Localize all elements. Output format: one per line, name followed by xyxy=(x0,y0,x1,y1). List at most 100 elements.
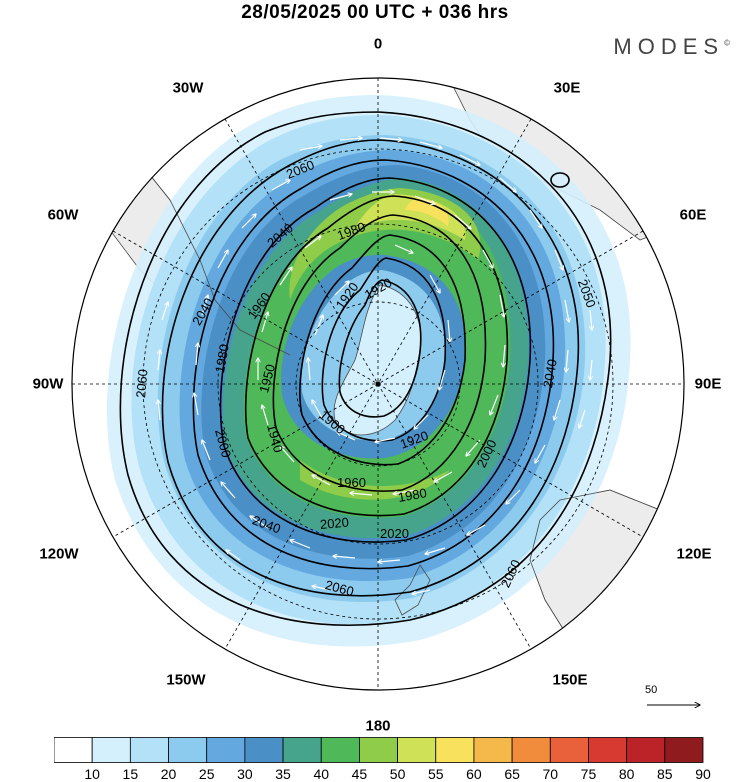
colorbar-tick-label: 85 xyxy=(657,766,673,782)
contour-label: 1980 xyxy=(212,343,232,374)
contour-label: 2040 xyxy=(540,358,560,389)
contour-1920 xyxy=(321,257,447,442)
colorbar-tick-label: 35 xyxy=(275,766,291,782)
colorbar-swatch xyxy=(359,737,398,763)
contour-label: 2060 xyxy=(133,368,150,398)
wind-vector xyxy=(329,194,352,201)
contour-1900 xyxy=(338,279,422,418)
shade-60 xyxy=(405,198,449,226)
wind-vector xyxy=(459,154,480,165)
colorbar-tick-label: 30 xyxy=(237,766,253,782)
wind-vector xyxy=(482,249,493,268)
contour-label: 1950 xyxy=(256,363,278,395)
wind-vector xyxy=(279,267,292,286)
wind-vector xyxy=(299,146,322,151)
wind-vector xyxy=(290,540,311,549)
colorbar-swatch xyxy=(54,737,93,763)
lon-label-180: 180 xyxy=(365,717,391,735)
polar-map: 2060 2040 1980 1920 2060 2040 1960 1920 … xyxy=(71,77,750,735)
lon-label-90w: 90W xyxy=(32,375,64,393)
wind-vector xyxy=(535,444,546,463)
colorbar-swatch xyxy=(397,737,437,763)
wind-vector xyxy=(241,214,256,229)
colorbar-labels: 10 15 20 25 30 35 40 45 50 55 60 65 70 75 80 85 90 xyxy=(54,766,710,782)
new-zealand-coastline xyxy=(394,564,431,616)
wind-vector xyxy=(554,249,563,270)
wind-vector xyxy=(490,394,499,415)
wind-vector xyxy=(379,138,402,140)
wind-vector xyxy=(161,302,168,321)
wind-vector xyxy=(419,141,442,148)
wind-vector xyxy=(312,400,323,419)
colorbar-tick-label: 45 xyxy=(351,766,368,782)
colorbar-swatch xyxy=(473,737,513,763)
wind-vector xyxy=(262,405,269,426)
wind-vector xyxy=(529,209,542,228)
contour-label: 2020 xyxy=(319,515,349,532)
colorbar-tick-label: 10 xyxy=(84,766,100,782)
colorbar-swatch xyxy=(168,737,208,763)
wind-vector xyxy=(414,414,429,429)
contour-label: 2000 xyxy=(212,427,234,459)
wind-vector xyxy=(564,299,569,322)
wind-vector xyxy=(350,493,373,495)
wind-vector xyxy=(414,195,435,204)
wind-vector xyxy=(314,315,323,336)
wind-vector xyxy=(454,214,471,229)
colorbar-swatch xyxy=(511,737,551,763)
shade-50b xyxy=(300,460,450,500)
logo-text: MODES xyxy=(613,34,725,59)
wind-vector xyxy=(393,489,416,494)
wind-vector xyxy=(425,547,446,554)
colorbar-swatch xyxy=(206,737,246,763)
wind-vector xyxy=(554,399,561,420)
wind-vector xyxy=(312,586,331,591)
colorbar-tick-label: 60 xyxy=(466,766,482,782)
wind-vector xyxy=(339,138,362,140)
wind-vector xyxy=(579,409,586,428)
colorbar-swatch xyxy=(664,737,704,763)
colorbar-tick-label: 75 xyxy=(580,766,597,782)
lon-label-90e: 90E xyxy=(694,375,722,393)
contour-label: 2020 xyxy=(380,526,409,541)
colorbar-swatch xyxy=(91,737,131,763)
colorbar-swatch xyxy=(588,737,628,763)
contour-small-loop xyxy=(550,172,570,188)
lon-label-150w: 150W xyxy=(166,671,206,689)
wind-vector xyxy=(280,446,295,463)
contour-1980 xyxy=(244,195,509,517)
colorbar-tick-label: 55 xyxy=(427,766,444,782)
colorbar-tick-label: 15 xyxy=(122,766,139,782)
colorbar-swatch xyxy=(626,737,666,763)
colorbar-swatch xyxy=(549,737,589,763)
colorbar-tick-label: 70 xyxy=(542,766,559,782)
contour-label: 1960 xyxy=(337,475,366,490)
colorbar-tick-label: 25 xyxy=(198,766,215,782)
lon-label-30w: 30W xyxy=(172,79,204,97)
wind-vector xyxy=(590,359,592,380)
lon-label-60w: 60W xyxy=(47,206,79,224)
colorbar-swatch xyxy=(435,737,475,763)
contour-1960 xyxy=(272,214,487,492)
colorbar-swatch xyxy=(282,737,322,763)
contour-1940 xyxy=(299,234,467,466)
wind-vector xyxy=(590,309,592,330)
colorbar-tick-label: 20 xyxy=(160,766,177,782)
colorbar-swatch xyxy=(320,737,360,763)
map-title: 28/05/2025 00 UTC + 036 hrs xyxy=(241,2,509,23)
colorbar-tick-label: 50 xyxy=(389,766,406,782)
colorbar-tick-label: 65 xyxy=(504,766,520,782)
wind-vector xyxy=(466,439,481,456)
wind-vector xyxy=(202,440,211,461)
contour-2040 xyxy=(161,139,580,597)
wind-vector xyxy=(221,482,236,499)
wind-vector xyxy=(467,524,486,535)
map-field xyxy=(89,79,681,661)
wind-vector xyxy=(158,400,160,421)
wind-vector xyxy=(429,274,440,293)
wind-vector xyxy=(312,475,331,486)
wind-vector xyxy=(334,281,349,296)
colorbar-swatch xyxy=(244,737,284,763)
lon-label-60e: 60E xyxy=(679,206,707,224)
wind-vector xyxy=(439,369,446,390)
